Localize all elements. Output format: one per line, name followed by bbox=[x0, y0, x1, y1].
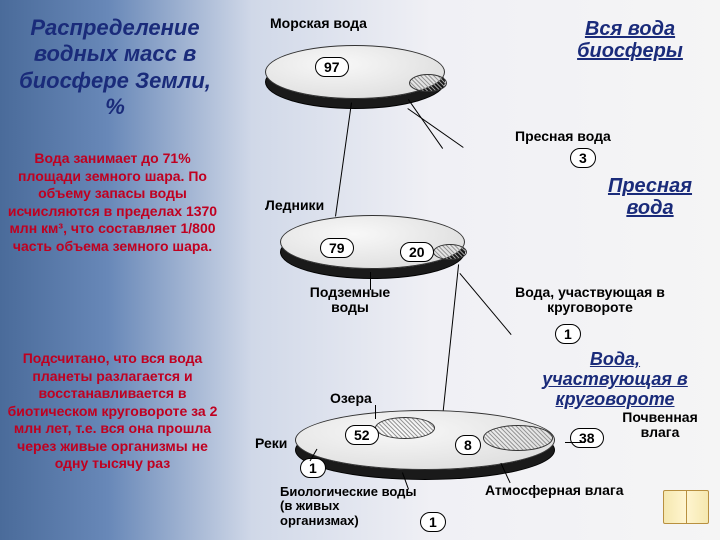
label-lakes: Озера bbox=[330, 390, 372, 406]
diagram-area: Морская вода Вся вода биосферы 97 Пресна… bbox=[225, 10, 715, 530]
label-glaciers: Ледники bbox=[265, 197, 324, 213]
title-cycle: Вода, участвующая в круговороте bbox=[525, 350, 705, 409]
connector-1 bbox=[335, 102, 352, 216]
connector-3 bbox=[407, 108, 463, 148]
value-bio: 1 bbox=[420, 512, 446, 532]
value-atmo: 8 bbox=[455, 435, 481, 455]
hatch-level3a bbox=[375, 417, 435, 439]
value-cycle: 1 bbox=[555, 324, 581, 344]
value-glaciers: 79 bbox=[320, 238, 354, 258]
label-cycle: Вода, участвующая в круговороте bbox=[500, 285, 680, 316]
label-rivers: Реки bbox=[255, 435, 287, 451]
label-ground: Подземные воды bbox=[300, 285, 400, 316]
label-fresh: Пресная вода bbox=[515, 128, 611, 144]
connector-5 bbox=[442, 264, 459, 418]
book-icon bbox=[663, 490, 709, 524]
paragraph-1: Вода занимает до 71% площади земного шар… bbox=[5, 150, 220, 255]
hatch-level2 bbox=[433, 244, 467, 260]
label-all-water: Вся вода биосферы bbox=[555, 18, 705, 62]
value-ground: 20 bbox=[400, 242, 434, 262]
paragraph-2: Подсчитано, что вся вода планеты разлага… bbox=[5, 350, 220, 473]
connector-8 bbox=[375, 405, 376, 419]
hatch-level3b bbox=[483, 425, 553, 451]
value-soil: 38 bbox=[570, 428, 604, 448]
value-sea: 97 bbox=[315, 57, 349, 77]
disc-level2 bbox=[280, 215, 465, 269]
connector-10 bbox=[500, 463, 510, 483]
connector-2 bbox=[408, 99, 443, 149]
main-title: Распределение водных масс в биосфере Зем… bbox=[10, 15, 220, 121]
connector-11 bbox=[565, 442, 585, 443]
hatch-level1 bbox=[409, 74, 447, 92]
label-bio: Биологические воды (в живых организмах) bbox=[280, 485, 420, 528]
label-sea: Морская вода bbox=[270, 15, 367, 31]
value-rivers: 1 bbox=[300, 458, 326, 478]
connector-4 bbox=[370, 272, 371, 290]
value-lakes: 52 bbox=[345, 425, 379, 445]
title-fresh: Пресная вода bbox=[595, 175, 705, 219]
label-soil: Почвенная влага bbox=[615, 410, 705, 441]
label-atmo: Атмосферная влага bbox=[485, 482, 624, 498]
value-fresh: 3 bbox=[570, 148, 596, 168]
